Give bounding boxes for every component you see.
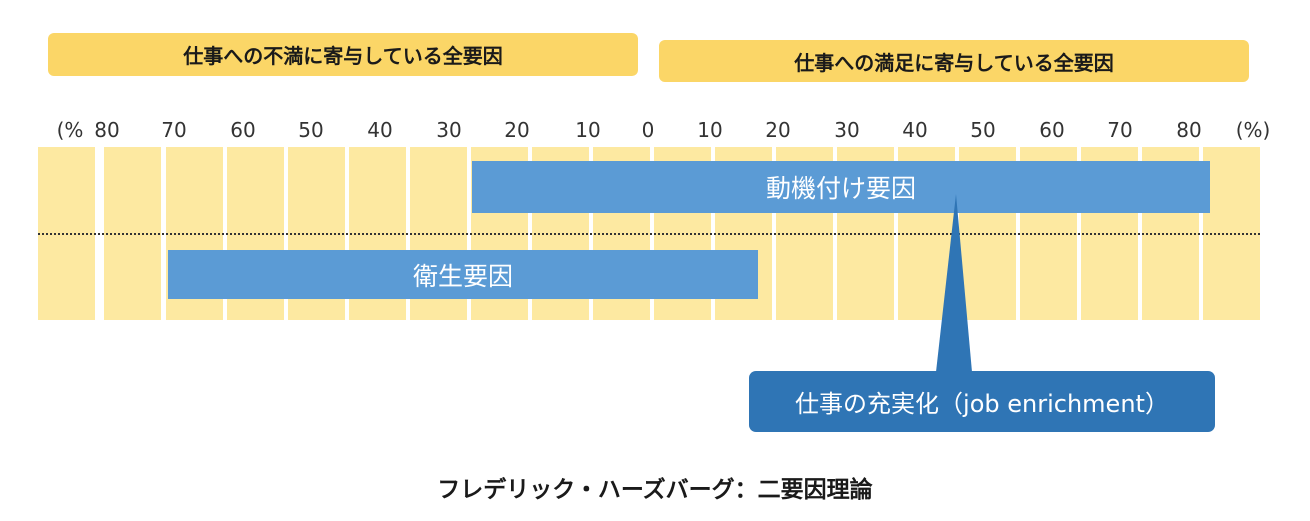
dissatisfaction-header: 仕事への不満に寄与している全要因 xyxy=(48,33,638,76)
scale-tick-label: 0 xyxy=(641,118,655,142)
hygiene-factor-label: 衛生要因 xyxy=(412,261,513,291)
scale-tick-label: 50 xyxy=(970,118,996,142)
scale-tick-label: 20 xyxy=(765,118,791,142)
scale-tick-label: 20 xyxy=(504,118,530,142)
satisfaction-header-label: 仕事への満足に寄与している全要因 xyxy=(794,50,1114,75)
scale-tick-label: 80 xyxy=(1176,118,1202,142)
scale-tick-label: 70 xyxy=(161,118,187,142)
diagram-caption: フレデリック・ハーズバーグ：二要因理論 xyxy=(437,477,873,503)
scale-tick-label: 60 xyxy=(1039,118,1065,142)
scale-tick-label: 50 xyxy=(298,118,324,142)
scale-tick-label: (% xyxy=(56,118,84,142)
motivation-factor-bar: 動機付け要因 xyxy=(472,161,1210,213)
motivation-factor-label: 動機付け要因 xyxy=(765,174,916,203)
dissatisfaction-header-label: 仕事への不満に寄与している全要因 xyxy=(183,44,503,68)
scale-tick-label: 40 xyxy=(367,118,393,142)
scale-tick-label: (%) xyxy=(1235,118,1271,142)
scale-tick-label: 40 xyxy=(902,118,928,142)
scale-tick-label: 10 xyxy=(697,118,723,142)
scale-tick-label: 30 xyxy=(834,118,860,142)
satisfaction-header: 仕事への満足に寄与している全要因 xyxy=(659,40,1249,82)
divider-line xyxy=(38,233,1260,235)
callout-pointer-wedge xyxy=(936,194,972,372)
scale-tick-label: 70 xyxy=(1107,118,1133,142)
scale-tick-label: 60 xyxy=(230,118,256,142)
job-enrichment-label: 仕事の充実化（job enrichment） xyxy=(795,390,1169,418)
scale-tick-label: 80 xyxy=(94,118,120,142)
scale-tick-label: 10 xyxy=(575,118,601,142)
job-enrichment-callout: 仕事の充実化（job enrichment） xyxy=(749,371,1215,432)
hygiene-factor-bar: 衛生要因 xyxy=(168,250,758,299)
scale-tick-label: 30 xyxy=(436,118,462,142)
